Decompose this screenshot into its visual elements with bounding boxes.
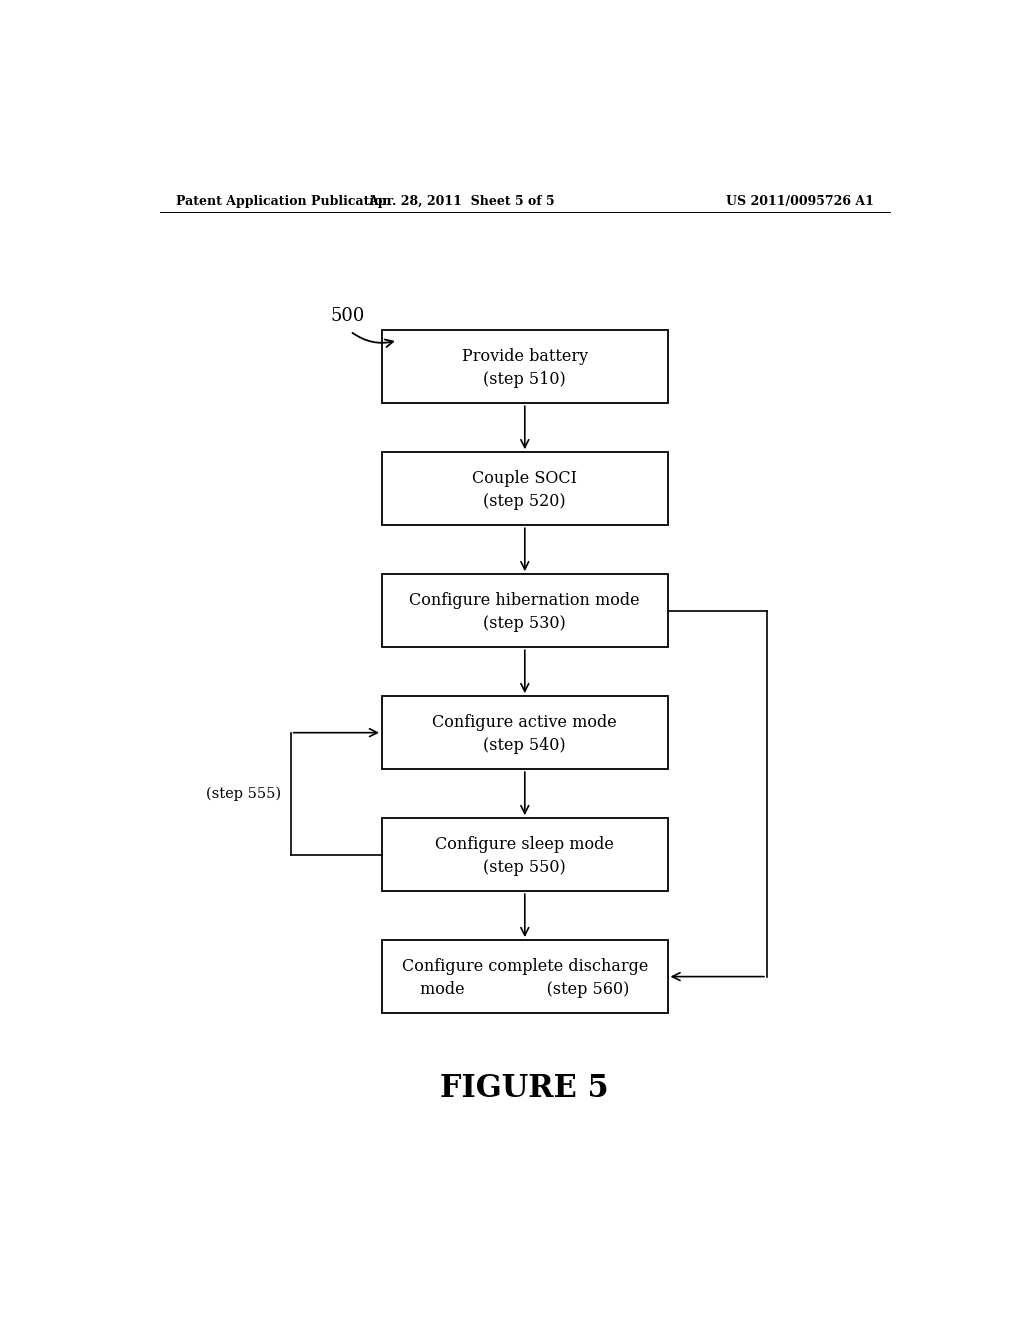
Bar (382, 940, 668, 1014)
Text: Couple SOCI: Couple SOCI (472, 470, 578, 487)
Bar (382, 818, 668, 891)
Bar (382, 330, 668, 404)
Text: (step 540): (step 540) (483, 738, 566, 754)
Bar (382, 453, 668, 525)
Text: (step 510): (step 510) (483, 371, 566, 388)
Text: Apr. 28, 2011  Sheet 5 of 5: Apr. 28, 2011 Sheet 5 of 5 (368, 194, 555, 207)
Text: Configure active mode: Configure active mode (432, 714, 617, 731)
Bar (382, 574, 668, 647)
Text: (step 550): (step 550) (483, 859, 566, 876)
Text: (step 520): (step 520) (483, 494, 566, 511)
Text: US 2011/0095726 A1: US 2011/0095726 A1 (726, 194, 873, 207)
Text: Configure hibernation mode: Configure hibernation mode (410, 591, 640, 609)
Text: mode                (step 560): mode (step 560) (420, 981, 630, 998)
Text: (step 555): (step 555) (206, 787, 281, 801)
Text: Patent Application Publication: Patent Application Publication (176, 194, 391, 207)
Text: Configure sleep mode: Configure sleep mode (435, 836, 614, 853)
Bar (382, 696, 668, 770)
Text: Configure complete discharge: Configure complete discharge (401, 958, 648, 975)
Text: Provide battery: Provide battery (462, 348, 588, 366)
Text: 500: 500 (331, 308, 365, 325)
Text: (step 530): (step 530) (483, 615, 566, 632)
Text: FIGURE 5: FIGURE 5 (440, 1073, 609, 1104)
